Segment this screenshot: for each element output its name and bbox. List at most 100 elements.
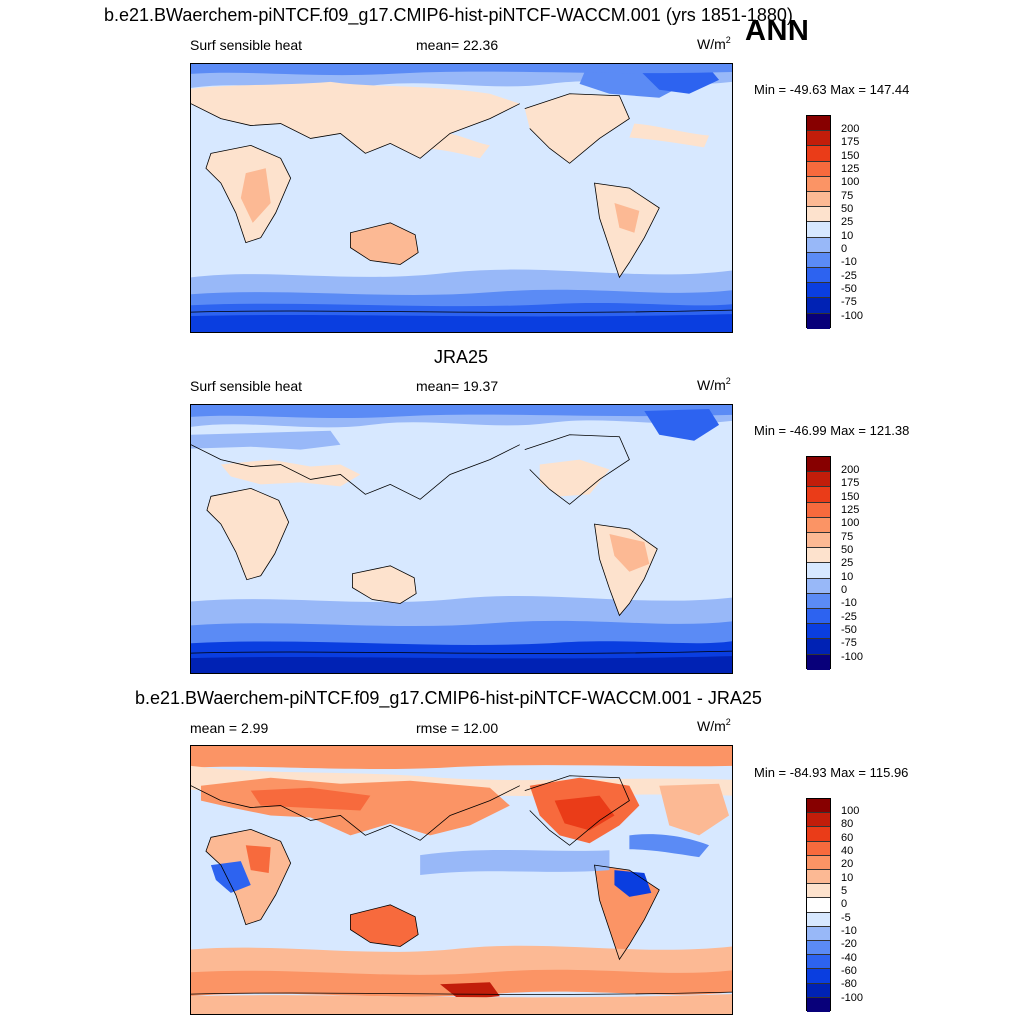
panel2-colorbar-swatch	[807, 624, 830, 640]
panel2-colorbar-swatch	[807, 654, 830, 670]
panel1-colorbar-swatch	[807, 298, 830, 314]
panel3-colorbar-tick: 80	[841, 818, 854, 830]
panel3-colorbar-tick: -5	[841, 912, 851, 924]
panel1-colorbar-swatch	[807, 252, 830, 268]
panel1-colorbar-swatch	[807, 313, 830, 329]
panel2-variable-label: Surf sensible heat	[190, 378, 303, 394]
panel2-colorbar-tick: 50	[841, 544, 854, 556]
panel1-colorbar-swatch	[807, 207, 830, 223]
panel1-colorbar-tick: 200	[841, 123, 860, 135]
panel2-mean-label: mean= 19.37	[416, 378, 499, 394]
panel1-colorbar-tick: -25	[841, 270, 857, 282]
panel1-colorbar-tick: 0	[841, 243, 848, 255]
panel2-colorbar-tick: 200	[841, 464, 860, 476]
panel3-colorbar-swatch	[807, 997, 830, 1012]
panel3-colorbar-tick: 20	[841, 858, 854, 870]
panel1-colorbar-tick: 50	[841, 203, 854, 215]
panel3-colorbar-swatch	[807, 841, 830, 856]
panel3-colorbar-swatch	[807, 941, 830, 956]
panel1-colorbar-swatch	[807, 116, 830, 132]
panel3-colorbar-swatch	[807, 983, 830, 998]
panel3-colorbar-swatch	[807, 955, 830, 970]
panel2-colorbar-tick: -100	[841, 651, 864, 663]
panel3-colorbar-tick: 5	[841, 885, 848, 897]
panel1-colorbar-swatch	[807, 222, 830, 238]
panel2-colorbar-swatch	[807, 609, 830, 625]
panel1-colorbar	[806, 115, 831, 329]
panel3-colorbar-tick: -80	[841, 978, 857, 990]
panel2-colorbar-swatch	[807, 472, 830, 488]
panel1-colorbar-swatch	[807, 131, 830, 147]
panel2-colorbar-swatch	[807, 533, 830, 549]
panel2-colorbar-swatch	[807, 639, 830, 655]
panel3-colorbar-tick: 0	[841, 898, 848, 910]
panel3-colorbar-swatch	[807, 926, 830, 941]
panel2-colorbar-swatch	[807, 593, 830, 609]
panel1-colorbar-swatch	[807, 146, 830, 162]
panel2-colorbar-swatch	[807, 563, 830, 579]
panel2-unit-label: W/m2	[697, 376, 731, 393]
panel1-colorbar-tick: -75	[841, 296, 857, 308]
panel2-colorbar-swatch	[807, 502, 830, 518]
panel1-colorbar-tick: -100	[841, 310, 864, 322]
panel1-colorbar-tick: -50	[841, 283, 857, 295]
panel2-colorbar-swatch	[807, 578, 830, 594]
panel2-colorbar-tick: -50	[841, 624, 857, 636]
panel2-colorbar-swatch	[807, 487, 830, 503]
panel1-colorbar-tick: 150	[841, 150, 860, 162]
panel1-colorbar-swatch	[807, 268, 830, 284]
panel3-colorbar-tick: -60	[841, 965, 857, 977]
panel3-colorbar-tick: -20	[841, 938, 857, 950]
panel2-colorbar-tick: 125	[841, 504, 860, 516]
panel3-colorbar	[806, 798, 831, 1012]
panel2-title: JRA25	[434, 347, 489, 367]
panel1-variable-label: Surf sensible heat	[190, 37, 303, 53]
season-label: ANN	[745, 15, 810, 47]
panel2-colorbar-tick: 75	[841, 531, 854, 543]
panel1-minmax: Min = -49.63 Max = 147.44	[754, 82, 910, 97]
panel2-colorbar-swatch	[807, 548, 830, 564]
panel1-colorbar-swatch	[807, 192, 830, 208]
panel1-colorbar-tick: 75	[841, 190, 854, 202]
panel1-title: b.e21.BWaerchem-piNTCF.f09_g17.CMIP6-his…	[104, 5, 793, 25]
panel1-mean-label: mean= 22.36	[416, 37, 499, 53]
panel1-map	[190, 63, 733, 333]
panel3-colorbar-tick: 100	[841, 805, 860, 817]
panel3-mean-label: mean = 2.99	[190, 720, 269, 736]
panel1-colorbar-tick: 100	[841, 176, 860, 188]
panel3-colorbar-swatch	[807, 969, 830, 984]
panel3-colorbar-tick: 10	[841, 872, 854, 884]
panel2-colorbar-tick: 10	[841, 571, 854, 583]
panel3-colorbar-tick: 40	[841, 845, 854, 857]
panel1-colorbar-swatch	[807, 237, 830, 253]
panel1-unit-label: W/m2	[697, 35, 731, 52]
panel3-colorbar-tick: -40	[841, 952, 857, 964]
panel1-colorbar-tick: -10	[841, 256, 857, 268]
panel2-colorbar-swatch	[807, 457, 830, 473]
panel2-colorbar-tick: 175	[841, 477, 860, 489]
panel2-colorbar-tick: -75	[841, 637, 857, 649]
panel2-minmax: Min = -46.99 Max = 121.38	[754, 423, 910, 438]
panel2-colorbar-tick: -10	[841, 597, 857, 609]
panel3-colorbar-swatch	[807, 855, 830, 870]
panel3-colorbar-tick: -10	[841, 925, 857, 937]
panel2-colorbar-tick: -25	[841, 611, 857, 623]
panel3-map	[190, 745, 733, 1015]
panel1-colorbar-tick: 10	[841, 230, 854, 242]
panel3-colorbar-swatch	[807, 912, 830, 927]
panel3-colorbar-swatch	[807, 870, 830, 885]
panel3-minmax: Min = -84.93 Max = 115.96	[754, 765, 909, 780]
panel2-map	[190, 404, 733, 674]
panel3-colorbar-swatch	[807, 799, 830, 814]
panel2-colorbar-tick: 100	[841, 517, 860, 529]
panel3-colorbar-tick: -100	[841, 992, 864, 1004]
panel3-title: b.e21.BWaerchem-piNTCF.f09_g17.CMIP6-his…	[135, 688, 762, 708]
panel2-colorbar	[806, 456, 831, 670]
panel3-colorbar-swatch	[807, 813, 830, 828]
panel2-colorbar-tick: 150	[841, 491, 860, 503]
panel1-colorbar-swatch	[807, 161, 830, 177]
panel1-colorbar-tick: 25	[841, 216, 854, 228]
panel1-colorbar-swatch	[807, 283, 830, 299]
panel3-colorbar-swatch	[807, 898, 830, 913]
panel3-rmse-label: rmse = 12.00	[416, 720, 499, 736]
